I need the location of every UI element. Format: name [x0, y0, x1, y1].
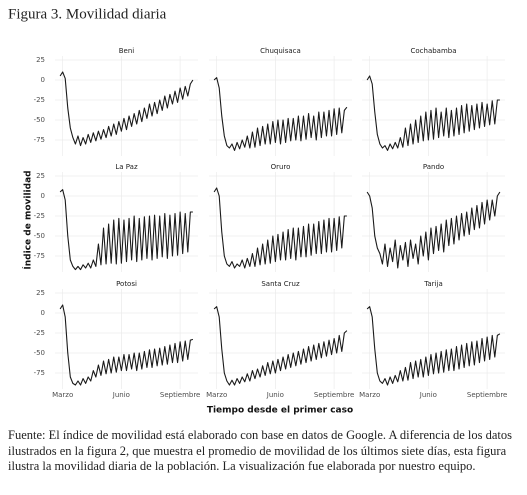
mobility-line [59, 71, 194, 147]
x-tick-label: Septiembre [314, 391, 354, 399]
y-tick-label: 0 [41, 76, 45, 84]
y-tick-label: -75 [34, 136, 45, 144]
y-tick-label: 0 [41, 309, 45, 317]
panel-title: La Paz [115, 163, 138, 171]
y-tick-label: -25 [34, 329, 45, 337]
panel-title: Beni [119, 47, 135, 55]
x-tick-label: Junio [419, 391, 437, 399]
x-tick-label: Marzo [206, 391, 227, 399]
x-tick-label: Junio [266, 391, 284, 399]
panel-title: Tarija [423, 280, 442, 288]
y-tick-label: -50 [34, 116, 45, 124]
x-tick-label: Septiembre [467, 391, 507, 399]
mobility-line [59, 304, 194, 386]
y-tick-label: 0 [41, 192, 45, 200]
y-axis-title: Índice de movilidad [22, 170, 34, 269]
y-tick-label: 25 [36, 56, 45, 64]
x-tick-label: Junio [112, 391, 130, 399]
chart-title: Figura 3. Movilidad diaria [8, 6, 167, 22]
mobility-line [213, 77, 348, 151]
panel-title: Cochabamba [410, 47, 456, 55]
y-tick-label: -75 [34, 369, 45, 377]
panel-title: Chuquisaca [260, 47, 301, 55]
mobility-line [366, 191, 501, 269]
panel-title: Pando [423, 163, 444, 171]
y-tick-label: -50 [34, 349, 45, 357]
panel-title: Potosi [116, 280, 137, 288]
mobility-line [213, 187, 347, 269]
y-tick-label: 25 [36, 172, 45, 180]
mobility-line [366, 75, 500, 151]
chart: Figura 3. Movilidad diaria Tiempo desde … [8, 6, 507, 416]
y-tick-label: -75 [34, 252, 45, 260]
panel-title: Oruro [271, 163, 291, 171]
mobility-line [213, 306, 348, 386]
panel-title: Santa Cruz [261, 280, 300, 288]
mobility-line [59, 189, 193, 271]
x-tick-label: Marzo [359, 391, 380, 399]
mobility-line [366, 306, 501, 386]
y-tick-label: -25 [34, 96, 45, 104]
y-tick-label: -50 [34, 232, 45, 240]
note: Fuente: El índice de movilidad está elab… [8, 428, 513, 473]
x-tick-label: Marzo [52, 391, 73, 399]
x-axis-title: Tiempo desde el primer caso [207, 406, 353, 416]
y-tick-label: -25 [34, 212, 45, 220]
x-tick-label: Septiembre [160, 391, 200, 399]
y-tick-label: 25 [36, 289, 45, 297]
